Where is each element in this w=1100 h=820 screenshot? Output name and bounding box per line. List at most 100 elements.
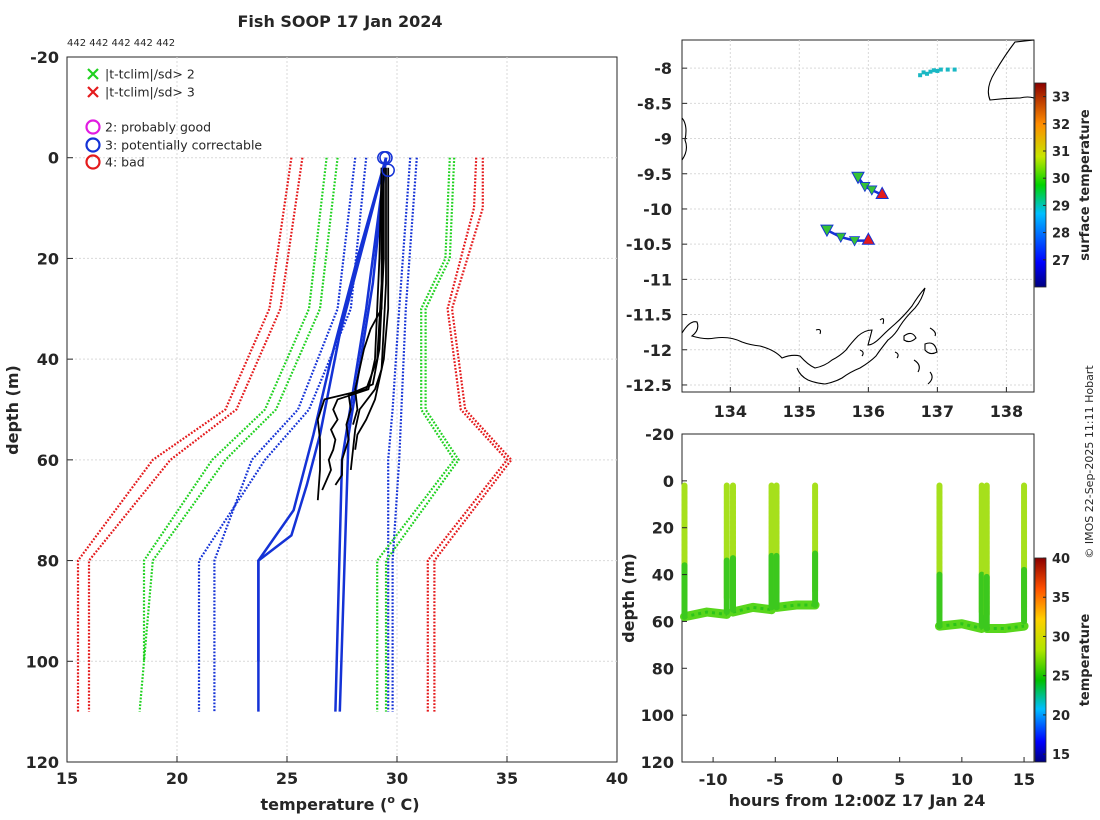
map-ticks: 134 135 136 137 138 -8 -8.5 -9 -9.5 -10 -10.5 -11 -1… bbox=[626, 59, 1023, 421]
x-tick-label: 15 bbox=[56, 769, 78, 788]
y-tick-label: 0 bbox=[48, 149, 59, 168]
track-end-marker bbox=[861, 232, 876, 245]
climatology-sd2-low bbox=[142, 157, 328, 662]
climatology-sd3-low bbox=[76, 157, 293, 712]
y-tick-label: -8 bbox=[654, 59, 672, 78]
flagged-profiles bbox=[257, 157, 388, 712]
surface-temp-colorbar-label: surface temperature bbox=[1078, 109, 1093, 261]
track-marker bbox=[866, 185, 878, 196]
timedepth-xlabel: hours from 12:00Z 17 Jan 24 bbox=[729, 791, 986, 810]
y-tick-label: -10 bbox=[643, 200, 672, 219]
timedepth-ticks: -10 -5 0 5 10 15 -20 0 20 40 60 80 100 120 bbox=[641, 425, 1036, 789]
x-tick-label: 0 bbox=[832, 770, 843, 789]
figure-title: Fish SOOP 17 Jan 2024 bbox=[238, 12, 443, 31]
x-tick-label: -5 bbox=[766, 770, 784, 789]
colorbar-tick-label: 30 bbox=[1052, 630, 1070, 645]
coastline-south bbox=[681, 287, 926, 385]
coastline-west-island bbox=[681, 117, 688, 161]
colorbar-tick-label: 40 bbox=[1052, 552, 1070, 567]
surface-temp-colorbar bbox=[1034, 82, 1047, 288]
legend-circle-marker bbox=[85, 119, 101, 135]
temperature-colorbar-label: temperature bbox=[1078, 614, 1093, 707]
y-tick-label: -11 bbox=[643, 270, 672, 289]
profile-panel: 15 20 25 30 35 40 -20 0 20 40 60 80 100 120 |t-tclim|… bbox=[3, 48, 628, 814]
profile-grid bbox=[67, 57, 617, 762]
x-tick-label: -10 bbox=[699, 770, 728, 789]
track-line bbox=[826, 228, 869, 242]
y-tick-label: -11.5 bbox=[626, 306, 672, 325]
x-tick-label: 30 bbox=[386, 769, 408, 788]
cyan-point bbox=[945, 67, 950, 72]
climatology-sd3-low bbox=[87, 157, 304, 712]
coastline-islet-2 bbox=[924, 342, 938, 355]
flag-circle bbox=[381, 163, 395, 178]
track-marker bbox=[835, 232, 847, 243]
colorbar-tick-label: 15 bbox=[1052, 748, 1070, 763]
coastline-islet-6 bbox=[879, 318, 885, 325]
climatology-lines bbox=[76, 157, 513, 712]
y-tick-label: 120 bbox=[641, 753, 674, 772]
legend-label: 4: bad bbox=[105, 155, 145, 170]
coastline-islet-4 bbox=[913, 359, 920, 373]
map-tracks bbox=[820, 67, 957, 247]
profile-good bbox=[321, 167, 383, 491]
cyan-point bbox=[928, 69, 933, 74]
coastline-islet-3 bbox=[929, 327, 936, 337]
y-tick-label: 40 bbox=[37, 350, 59, 369]
y-tick-label: 20 bbox=[37, 249, 59, 268]
y-tick-label: 100 bbox=[26, 652, 59, 671]
coastline-islet-5 bbox=[927, 371, 933, 385]
x-tick-label: 5 bbox=[894, 770, 905, 789]
timedepth-points bbox=[679, 482, 1029, 633]
legend-label: |t-tclim|/sd> 3 bbox=[105, 85, 195, 100]
profile-flagged bbox=[257, 157, 388, 712]
colorbar-tick-label: 28 bbox=[1052, 227, 1070, 242]
x-tick-label: 135 bbox=[783, 402, 816, 421]
x-tick-label: 40 bbox=[606, 769, 628, 788]
x-tick-label: 25 bbox=[276, 769, 298, 788]
profile-good bbox=[349, 167, 387, 471]
cyan-point bbox=[918, 73, 923, 78]
legend-circle-marker bbox=[85, 137, 101, 153]
colorbar-tick-label: 20 bbox=[1052, 709, 1070, 724]
good-profiles bbox=[316, 167, 390, 501]
legend-circle-marker bbox=[85, 154, 101, 170]
climatology-sd3-high bbox=[426, 157, 509, 712]
x-tick-label: 15 bbox=[1013, 770, 1035, 789]
y-tick-label: 60 bbox=[37, 451, 59, 470]
climatology-clim-high bbox=[387, 157, 412, 712]
flag-circle bbox=[377, 150, 391, 165]
y-tick-label: -20 bbox=[30, 48, 59, 67]
y-tick-label: -12.5 bbox=[626, 376, 672, 395]
x-tick-label: 136 bbox=[852, 402, 885, 421]
climatology-clim-low bbox=[213, 157, 357, 712]
coastline bbox=[681, 39, 1035, 385]
map-axes-box bbox=[681, 39, 1035, 393]
profile-good bbox=[316, 167, 383, 501]
profile-ticks: 15 20 25 30 35 40 -20 0 20 40 60 80 100 120 bbox=[26, 48, 629, 788]
timedepth-ylabel: depth (m) bbox=[619, 553, 638, 643]
colorbar-tick-label: 25 bbox=[1052, 670, 1070, 685]
y-tick-label: 80 bbox=[652, 659, 674, 678]
legend-x-marker bbox=[87, 86, 99, 98]
profile-ylabel: depth (m) bbox=[3, 365, 22, 455]
cyan-point bbox=[925, 71, 930, 76]
y-tick-label: -9 bbox=[654, 130, 672, 149]
x-tick-label: 134 bbox=[714, 402, 747, 421]
colorbar-tick-label: 29 bbox=[1052, 199, 1070, 214]
track-marker bbox=[848, 236, 861, 247]
cyan-point bbox=[952, 67, 957, 72]
flag-markers bbox=[377, 150, 395, 178]
y-tick-label: 40 bbox=[652, 566, 674, 585]
y-tick-label: 60 bbox=[652, 612, 674, 631]
id-list: 442 442 442 442 442 bbox=[67, 38, 175, 49]
x-tick-label: 35 bbox=[496, 769, 518, 788]
x-tick-label: 20 bbox=[166, 769, 188, 788]
track-start-marker bbox=[820, 224, 834, 238]
legend-label: 2: probably good bbox=[105, 120, 211, 135]
bottom-segment-detail bbox=[939, 622, 983, 630]
cyan-point bbox=[921, 70, 926, 75]
timedepth-axes-box bbox=[681, 433, 1035, 763]
bottom-segment bbox=[982, 621, 1029, 633]
